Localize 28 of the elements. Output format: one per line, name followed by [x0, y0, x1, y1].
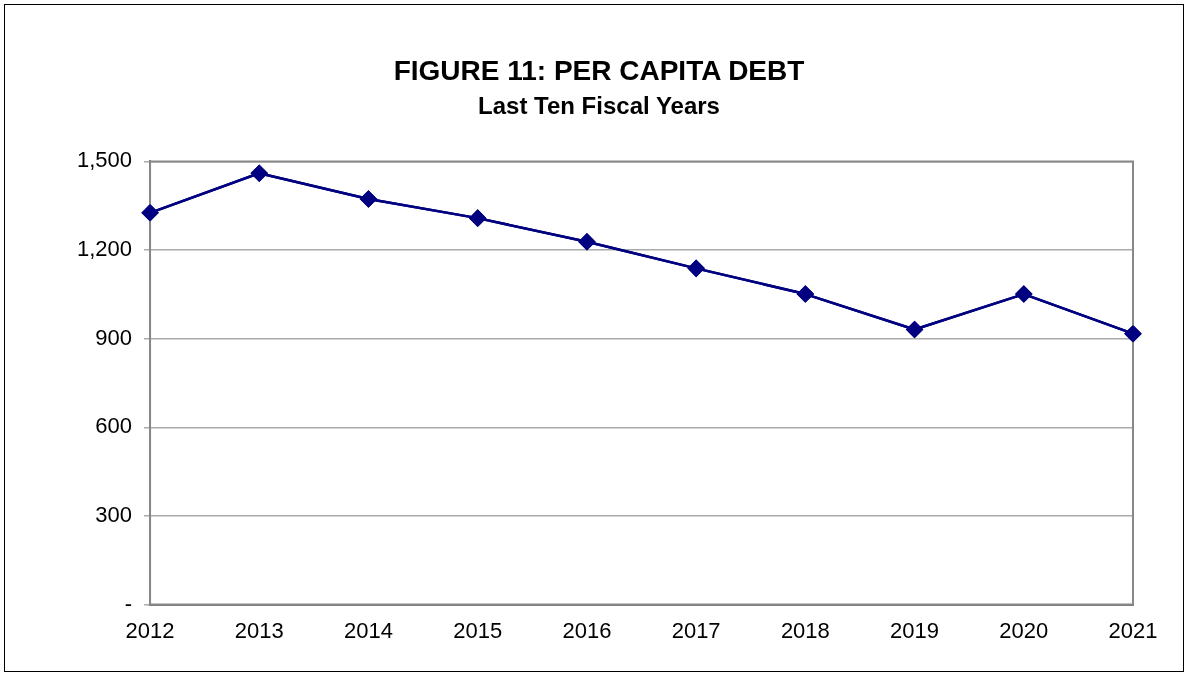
y-tick-label: 1,500: [76, 147, 133, 173]
point: [1124, 325, 1142, 342]
point: [687, 260, 705, 277]
x-tick-label: 2013: [234, 617, 284, 643]
point: [251, 164, 268, 182]
y-tick-label: 600: [95, 413, 133, 439]
x-tick-label: 2021: [1108, 617, 1158, 643]
point: [906, 321, 923, 338]
chart-title: FIGURE 11: PER CAPITA DEBT: [393, 54, 805, 86]
y-tick-label: -: [124, 590, 133, 616]
y-tick-label: 900: [95, 324, 133, 350]
chart-subtitle: Last Ten Fiscal Years: [478, 91, 720, 119]
y-tick-label: 1,200: [76, 236, 133, 262]
point: [360, 190, 377, 208]
point: [141, 204, 159, 222]
x-tick-label: 2012: [125, 617, 175, 643]
x-tick-label: 2016: [562, 617, 612, 643]
point: [1015, 285, 1033, 303]
point: [469, 209, 486, 227]
x-tick-label: 2017: [671, 617, 721, 643]
y-tick-label: 300: [95, 502, 133, 528]
x-tick-label: 2014: [344, 617, 393, 643]
point: [578, 233, 596, 251]
x-tick-label: 2020: [999, 617, 1049, 643]
x-tick-label: 2018: [780, 617, 830, 643]
x-tick-label: 2015: [453, 617, 503, 643]
point: [797, 285, 814, 303]
x-tick-label: 2019: [890, 617, 940, 643]
